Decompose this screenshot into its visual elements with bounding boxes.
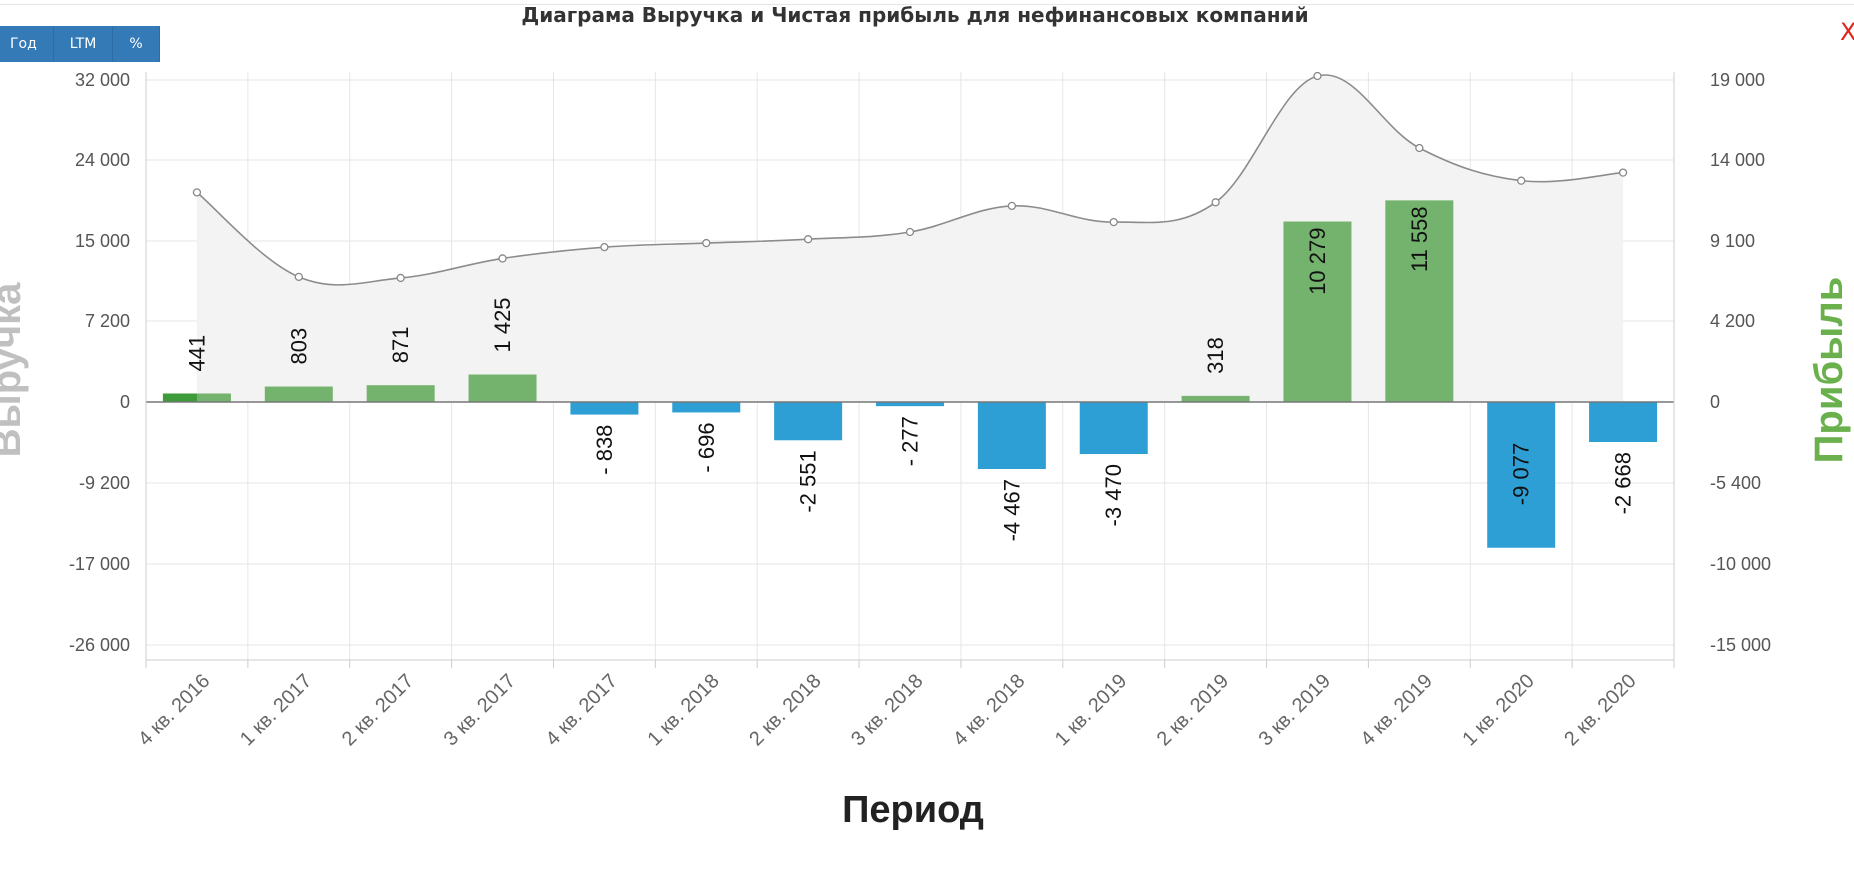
- left-tick-label: 7 200: [85, 311, 130, 331]
- profit-data-label: 10 279: [1305, 228, 1330, 295]
- profit-data-label: -9 077: [1509, 443, 1534, 505]
- x-tick-label: 3 кв. 2019: [1255, 670, 1335, 750]
- profit-data-labels: 441 803 871 1 425 - 838 - 696 -2 551 - 277 -4 46…: [184, 206, 1635, 541]
- left-tick-label: 24 000: [75, 150, 130, 170]
- revenue-point: [803, 235, 813, 244]
- top-border-line: [0, 4, 1854, 5]
- revenue-point: [498, 254, 507, 263]
- right-tick-label: 4 200: [1710, 311, 1755, 331]
- profit-data-label: -3 470: [1101, 464, 1126, 526]
- left-tick-label: -17 000: [69, 554, 130, 574]
- profit-data-label: 803: [286, 328, 311, 365]
- x-tick-label: 1 кв. 2017: [236, 670, 316, 750]
- revenue-point: [294, 272, 303, 282]
- x-tick-label: 2 кв. 2020: [1560, 670, 1640, 750]
- x-tick-label: 2 кв. 2018: [745, 670, 825, 750]
- profit-bar: [264, 386, 333, 402]
- revenue-area-fill: [196, 74, 1624, 402]
- revenue-point: [1007, 201, 1017, 211]
- right-axis-title: Прибыль: [1807, 277, 1851, 464]
- profit-bar: [1589, 402, 1658, 443]
- revenue-area-series: [196, 74, 1624, 402]
- left-tick-label: -26 000: [69, 635, 130, 655]
- x-tick-label: 4 кв. 2017: [542, 670, 622, 750]
- left-axis-title: Выручка: [0, 282, 29, 457]
- x-tick-label: 4 кв. 2016: [134, 670, 214, 750]
- profit-bar: [570, 402, 639, 415]
- profit-bar: [876, 402, 944, 407]
- profit-data-label: 318: [1203, 337, 1228, 374]
- profit-data-label: 11 558: [1407, 206, 1432, 272]
- right-tick-label: -5 400: [1710, 473, 1761, 493]
- x-tick-label: 1 кв. 2020: [1458, 670, 1538, 750]
- ltm-button[interactable]: LTM: [53, 26, 114, 62]
- left-tick-label: 15 000: [75, 231, 130, 251]
- left-tick-label: 32 000: [75, 70, 130, 90]
- revenue-point: [396, 273, 405, 283]
- profit-data-label: - 277: [898, 416, 923, 466]
- profit-data-label: 1 425: [490, 297, 515, 352]
- revenue-point: [1109, 217, 1118, 227]
- revenue-point: [702, 238, 711, 248]
- right-tick-label: -15 000: [1710, 635, 1771, 655]
- profit-bar: [1385, 200, 1454, 402]
- x-tick-label: 1 кв. 2019: [1051, 670, 1131, 750]
- revenue-point: [1313, 71, 1322, 81]
- profit-bar: [366, 385, 435, 402]
- profit-bar: [774, 402, 843, 441]
- revenue-point: [600, 243, 609, 252]
- profit-bar-series: [162, 200, 1658, 548]
- profit-bar: [1487, 402, 1556, 548]
- right-tick-label: -10 000: [1710, 554, 1771, 574]
- year-button[interactable]: Год: [0, 26, 54, 62]
- profit-bar: [1079, 402, 1148, 455]
- left-tick-label: -9 200: [79, 473, 130, 493]
- profit-bar: [977, 402, 1046, 470]
- right-tick-label: 0: [1710, 392, 1720, 412]
- percent-button[interactable]: %: [113, 26, 160, 62]
- revenue-line: [196, 74, 1624, 286]
- revenue-point: [1517, 176, 1526, 185]
- period-toggle-group: Год LTM %: [0, 26, 160, 62]
- x-tick-label: 3 кв. 2018: [847, 670, 927, 750]
- profit-bar: [672, 402, 741, 413]
- profit-bar-highlight: [162, 393, 197, 402]
- profit-bar: [1181, 395, 1250, 402]
- profit-data-label: -2 551: [796, 450, 821, 512]
- profit-data-label: -2 668: [1611, 452, 1636, 514]
- revenue-point: [1211, 198, 1220, 207]
- x-tick-label: 4 кв. 2018: [949, 670, 1029, 750]
- revenue-point: [1415, 143, 1424, 153]
- revenue-point: [905, 227, 915, 237]
- right-tick-label: 19 000: [1710, 70, 1765, 90]
- revenue-points: [192, 71, 1628, 283]
- profit-data-label: - 838: [592, 425, 617, 475]
- profit-data-label: -4 467: [999, 479, 1024, 541]
- x-axis-title: Период: [842, 789, 984, 831]
- profit-bar: [1283, 221, 1352, 402]
- left-tick-label: 0: [120, 392, 130, 412]
- close-icon[interactable]: X: [1840, 18, 1854, 46]
- x-tick-label: 1 кв. 2018: [643, 670, 723, 750]
- profit-data-label: 441: [184, 335, 209, 372]
- right-tick-label: 14 000: [1710, 150, 1765, 170]
- profit-data-label: 871: [388, 326, 413, 363]
- x-tick-label: 4 кв. 2019: [1356, 670, 1436, 750]
- right-tick-label: 9 100: [1710, 231, 1755, 251]
- revenue-point: [1618, 168, 1628, 177]
- x-tick-label: 2 кв. 2017: [338, 670, 418, 750]
- revenue-point: [192, 188, 202, 197]
- x-tick-label: 2 кв. 2019: [1153, 670, 1233, 750]
- chart-title: Диаграма Выручка и Чистая прибыль для не…: [521, 3, 1309, 27]
- profit-bar: [468, 374, 537, 402]
- x-tick-label: 3 кв. 2017: [440, 670, 520, 750]
- profit-data-label: - 696: [694, 422, 719, 472]
